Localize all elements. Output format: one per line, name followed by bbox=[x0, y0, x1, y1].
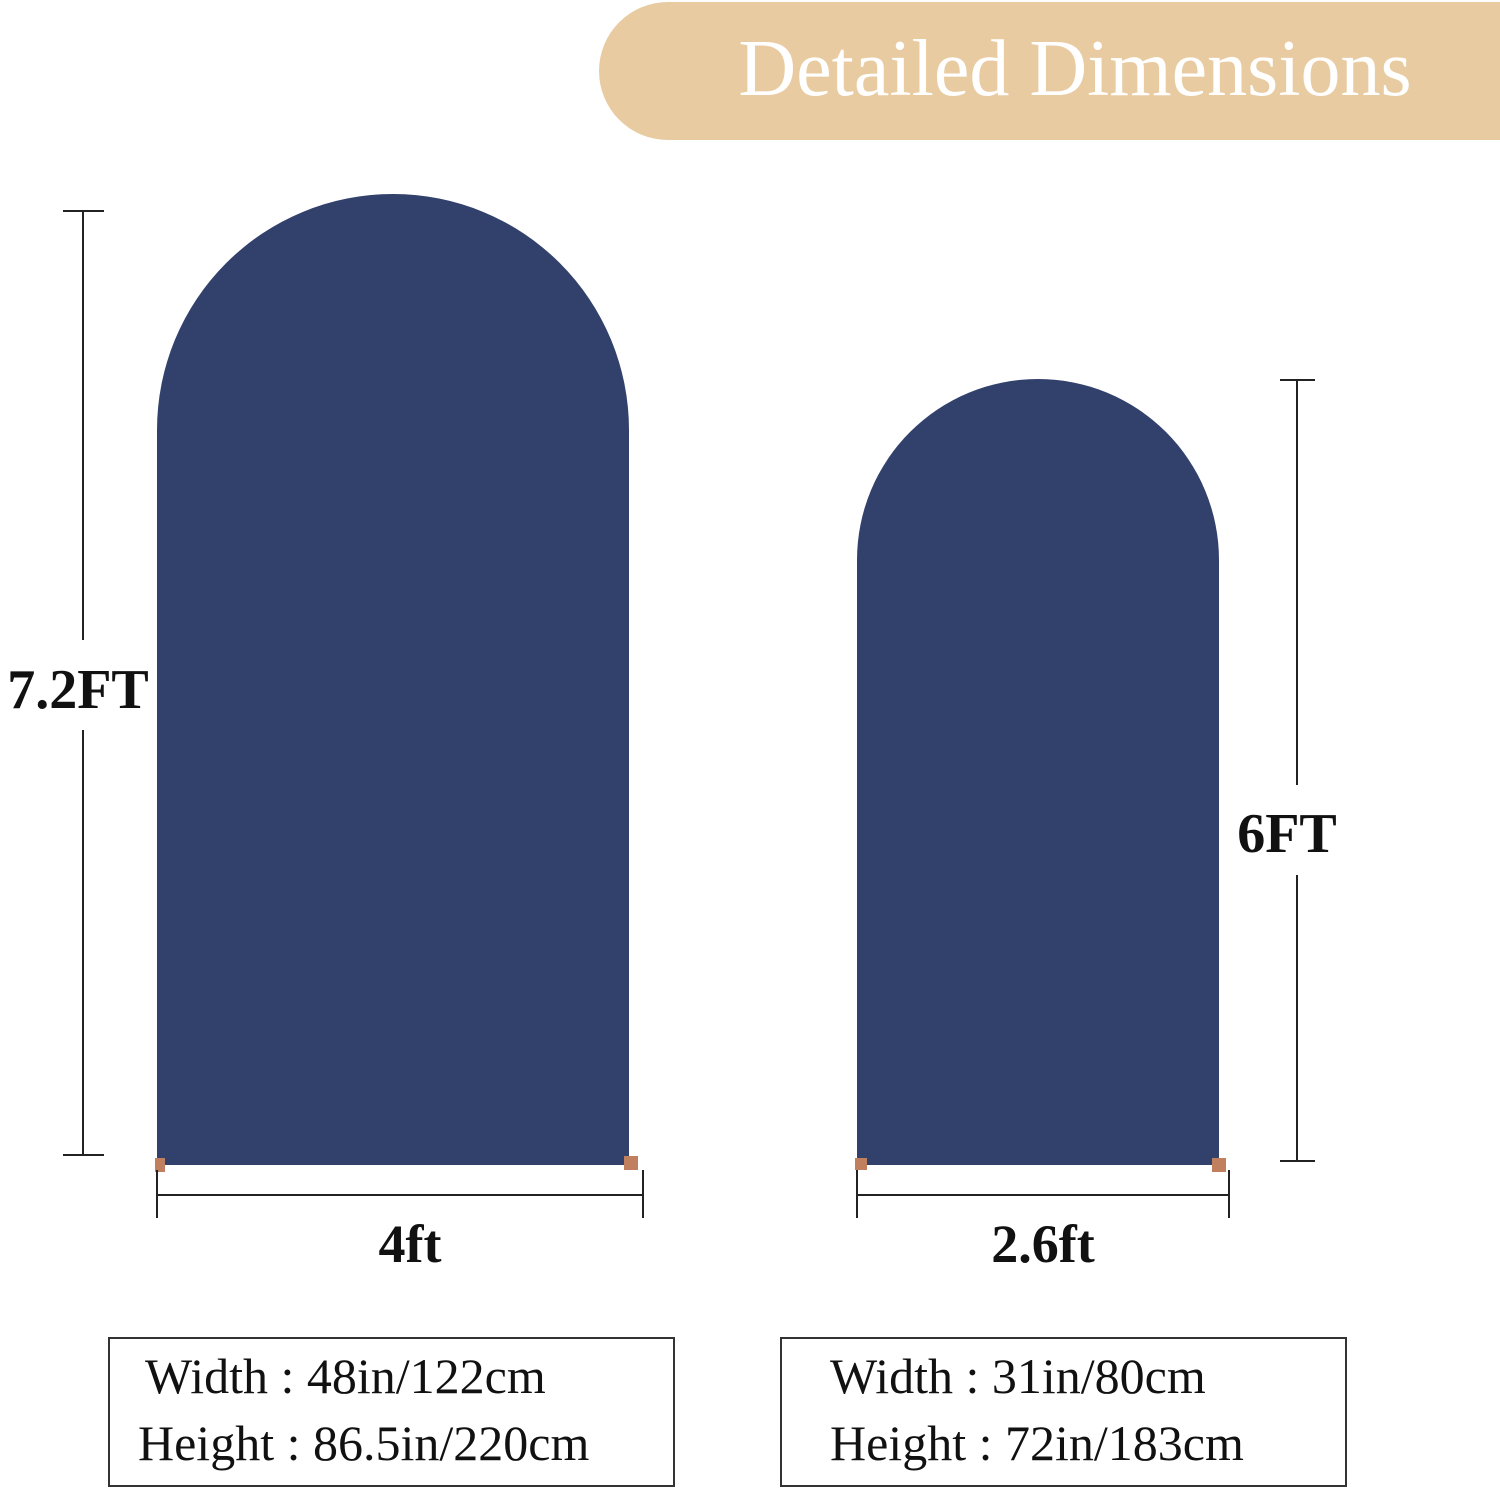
spec-height: Height : 72in/183cm bbox=[830, 1415, 1244, 1471]
title: Detailed Dimensions bbox=[738, 25, 1411, 113]
height-dimension bbox=[63, 210, 104, 1156]
height-dimension bbox=[1280, 379, 1315, 1162]
height-label: 6FT bbox=[1237, 803, 1337, 865]
width-label: 4ft bbox=[379, 1214, 442, 1274]
height-label: 7.2FT bbox=[7, 659, 149, 721]
arch-foot bbox=[855, 1158, 867, 1170]
arch-foot bbox=[155, 1158, 165, 1172]
spec-height: Height : 86.5in/220cm bbox=[138, 1415, 589, 1471]
title-banner bbox=[599, 2, 1500, 140]
width-dimension bbox=[856, 1170, 1230, 1218]
large-arch bbox=[157, 194, 629, 1165]
arch-foot bbox=[624, 1156, 638, 1170]
spec-box bbox=[108, 1337, 675, 1487]
width-label: 2.6ft bbox=[991, 1214, 1094, 1274]
spec-width: Width : 31in/80cm bbox=[830, 1348, 1206, 1404]
arch-foot bbox=[1212, 1158, 1226, 1172]
spec-width: Width : 48in/122cm bbox=[145, 1348, 546, 1404]
spec-box bbox=[780, 1337, 1347, 1487]
small-arch bbox=[857, 379, 1219, 1165]
width-dimension bbox=[156, 1170, 644, 1218]
